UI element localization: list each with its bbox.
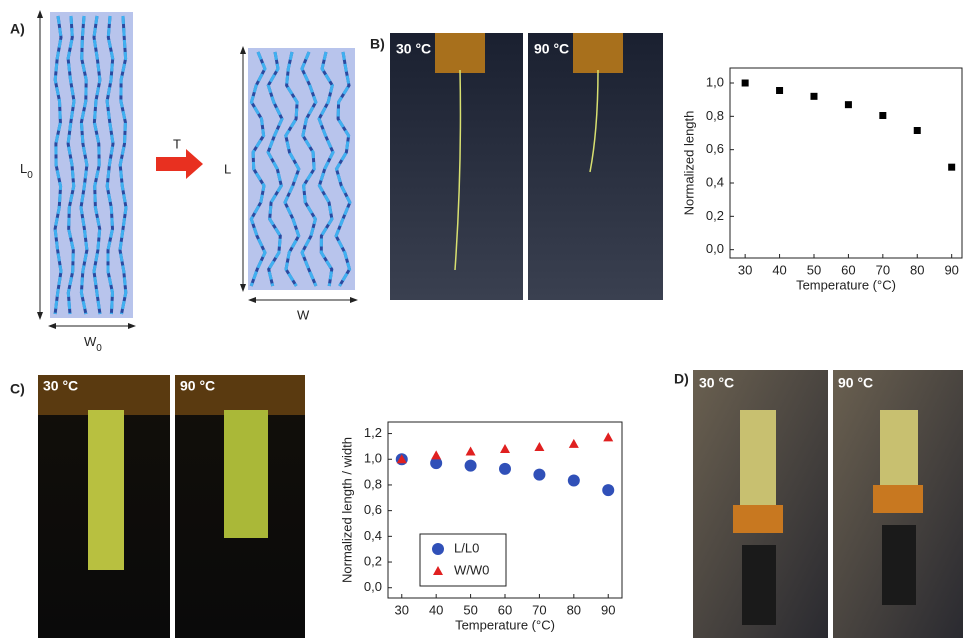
clamp bbox=[573, 33, 623, 73]
label-sub: 0 bbox=[27, 170, 33, 181]
y-tick-label: 0,4 bbox=[706, 174, 724, 189]
panel-label: D) bbox=[674, 371, 689, 387]
weight bbox=[742, 545, 776, 625]
dimension-label: W bbox=[297, 307, 310, 322]
x-tick-label: 50 bbox=[807, 262, 821, 277]
chart: 0,0 0,2 0,4 0,6 0,8 1,0 1,2 30 40 50 60 70 80 90 Tempe… bbox=[339, 422, 622, 632]
data-point bbox=[569, 439, 579, 448]
data-point bbox=[602, 484, 614, 496]
x-axis-label: Temperature (°C) bbox=[455, 617, 555, 632]
film-strip bbox=[224, 410, 268, 538]
x-axis-label: Temperature (°C) bbox=[796, 277, 896, 292]
photo-label: 90 °C bbox=[838, 375, 873, 391]
y-tick-label: 0,8 bbox=[706, 108, 724, 123]
weight bbox=[882, 525, 916, 605]
x-tick-label: 80 bbox=[567, 602, 581, 617]
data-point bbox=[533, 469, 545, 481]
panel-label: C) bbox=[10, 381, 25, 397]
photo-label: 90 °C bbox=[534, 41, 569, 57]
heat-arrow bbox=[156, 149, 203, 179]
x-tick-label: 80 bbox=[910, 262, 924, 277]
legend-swatch bbox=[432, 543, 444, 555]
x-tick-label: 70 bbox=[876, 262, 890, 277]
data-point bbox=[431, 450, 441, 459]
data-point bbox=[465, 460, 477, 472]
x-tick-label: 30 bbox=[395, 602, 409, 617]
photo-label: 30 °C bbox=[396, 41, 431, 57]
data-point bbox=[568, 474, 580, 486]
label-main: W bbox=[84, 334, 97, 349]
x-tick-label: 30 bbox=[738, 262, 752, 277]
legend-label: L/L0 bbox=[454, 540, 479, 555]
stimulus-label: T bbox=[173, 136, 181, 151]
legend-label: W/W0 bbox=[454, 562, 489, 577]
data-point bbox=[603, 432, 613, 441]
data-point bbox=[914, 127, 921, 134]
x-tick-label: 60 bbox=[841, 262, 855, 277]
y-tick-label: 1,2 bbox=[364, 425, 382, 440]
data-point bbox=[948, 164, 955, 171]
film-strip bbox=[740, 410, 776, 510]
film-strip bbox=[88, 410, 124, 570]
data-point bbox=[742, 80, 749, 87]
y-tick-label: 0,4 bbox=[364, 528, 382, 543]
y-tick-label: 0,0 bbox=[706, 241, 724, 256]
film-strip bbox=[880, 410, 918, 490]
plot-frame bbox=[730, 68, 962, 258]
x-tick-label: 90 bbox=[944, 262, 958, 277]
photo-label: 30 °C bbox=[699, 375, 734, 391]
y-tick-label: 0,6 bbox=[364, 502, 382, 517]
label-sub: 0 bbox=[96, 343, 102, 354]
data-point bbox=[499, 463, 511, 475]
y-tick-label: 1,0 bbox=[364, 451, 382, 466]
data-point bbox=[466, 447, 476, 456]
panel-label: B) bbox=[370, 36, 385, 52]
photo-label: 90 °C bbox=[180, 378, 215, 394]
photo bbox=[390, 33, 523, 300]
x-tick-label: 60 bbox=[498, 602, 512, 617]
x-tick-label: 70 bbox=[532, 602, 546, 617]
x-tick-label: 40 bbox=[772, 262, 786, 277]
x-tick-label: 40 bbox=[429, 602, 443, 617]
y-tick-label: 0,0 bbox=[364, 579, 382, 594]
x-tick-label: 50 bbox=[463, 602, 477, 617]
photo-label: 30 °C bbox=[43, 378, 78, 394]
data-point bbox=[810, 93, 817, 100]
clamp bbox=[873, 485, 923, 513]
y-tick-label: 0,2 bbox=[706, 208, 724, 223]
y-tick-label: 0,6 bbox=[706, 141, 724, 156]
clamp bbox=[435, 33, 485, 73]
photo bbox=[528, 33, 663, 300]
data-point bbox=[500, 444, 510, 453]
data-point bbox=[845, 101, 852, 108]
y-axis-label: Normalized length bbox=[681, 111, 696, 216]
y-tick-label: 0,8 bbox=[364, 476, 382, 491]
clamp bbox=[733, 505, 783, 533]
panel-label: A) bbox=[10, 21, 25, 37]
data-point bbox=[776, 87, 783, 94]
data-point bbox=[879, 112, 886, 119]
dimension-label: L bbox=[224, 161, 231, 176]
data-point bbox=[534, 442, 544, 451]
label-main: L bbox=[20, 161, 27, 176]
x-tick-label: 90 bbox=[601, 602, 615, 617]
figure: A) B) C) D) L0 W0 T L W 30 °C 90 °C 30 °… bbox=[0, 0, 963, 638]
y-tick-label: 1,0 bbox=[706, 74, 724, 89]
y-axis-label: Normalized length / width bbox=[339, 437, 354, 583]
dimension-label: L0 bbox=[20, 161, 33, 180]
chart: 0,0 0,2 0,4 0,6 0,8 1,0 30 40 50 60 70 80 90 Temperat… bbox=[681, 68, 962, 292]
y-tick-label: 0,2 bbox=[364, 553, 382, 568]
dimension-label: W0 bbox=[84, 334, 102, 353]
